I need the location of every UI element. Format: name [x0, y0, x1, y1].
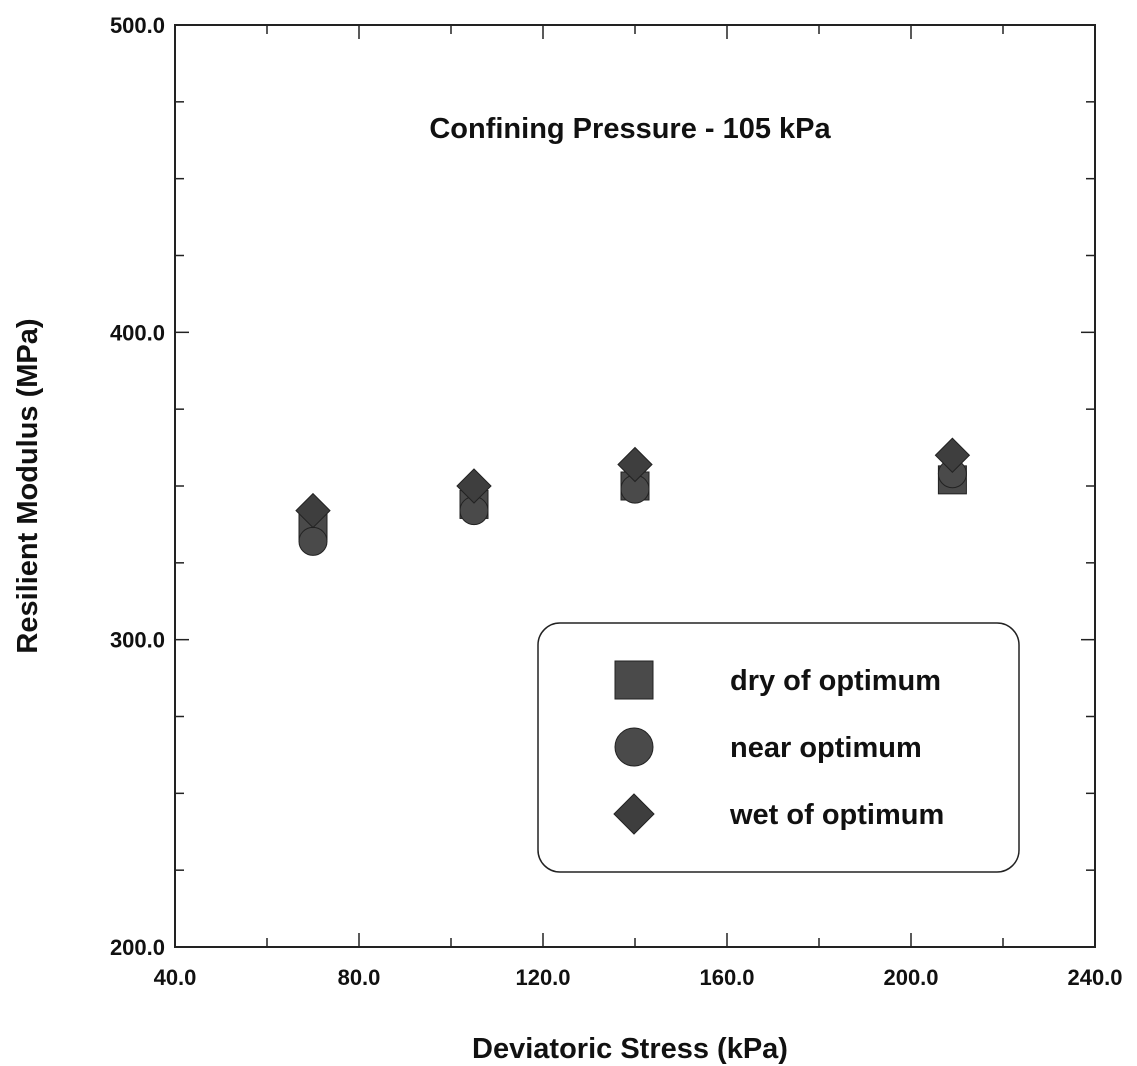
x-tick-label: 160.0 [699, 965, 754, 990]
data-points [295, 437, 971, 556]
y-tick-label: 300.0 [110, 628, 165, 653]
legend-marker-dry-of-optimum [614, 660, 654, 700]
legend-label-dry-of-optimum: dry of optimum [730, 665, 941, 697]
point-wet-of-optimum [934, 437, 971, 473]
y-tick-label: 200.0 [110, 935, 165, 960]
x-axis-title: Deviatoric Stress (kPa) [472, 1033, 788, 1065]
tick-labels: 40.0 80.0 120.0 160.0 200.0 240.0 200.0 300.0 40… [110, 13, 1123, 990]
legend-label-near-optimum: near optimum [730, 732, 922, 764]
x-tick-label: 200.0 [883, 965, 938, 990]
legend-box [537, 622, 1020, 873]
point-wet-of-optimum [617, 446, 653, 483]
legend: dry of optimum near optimum wet of optimum [537, 622, 1020, 873]
point-near-optimum [298, 526, 328, 556]
x-tick-label: 80.0 [338, 965, 381, 990]
x-tick-label: 120.0 [515, 965, 570, 990]
y-axis-title: Resilient Modulus (MPa) [12, 318, 44, 653]
chart-annotation: Confining Pressure - 105 kPa [429, 113, 831, 145]
y-tick-label: 500.0 [110, 13, 165, 38]
point-wet-of-optimum [456, 468, 492, 504]
legend-label-wet-of-optimum: wet of optimum [729, 799, 944, 831]
legend-marker-near-optimum [614, 727, 654, 767]
legend-marker-wet-of-optimum [613, 793, 655, 835]
x-tick-label: 240.0 [1067, 965, 1122, 990]
x-tick-label: 40.0 [154, 965, 197, 990]
axis-ticks [174, 24, 1096, 948]
point-wet-of-optimum [295, 492, 331, 529]
y-tick-label: 400.0 [110, 320, 165, 345]
